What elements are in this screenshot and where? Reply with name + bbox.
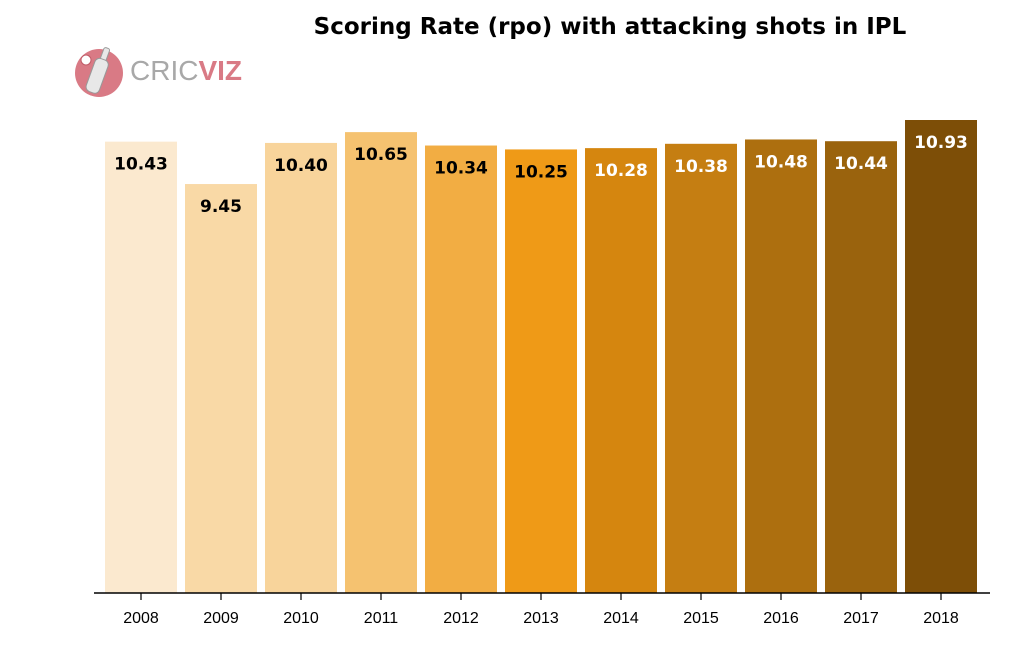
bar-value-label-2014: 10.28 [594, 161, 648, 181]
x-tick-label-2014: 2014 [603, 610, 639, 627]
cricviz-wordmark: CRICVIZ [130, 55, 242, 87]
bar-2008 [105, 141, 177, 593]
x-tick-label-2017: 2017 [843, 610, 879, 627]
bar-value-label-2011: 10.65 [354, 145, 408, 165]
bar-2017 [825, 141, 897, 593]
cricket-bat-ball-icon [75, 47, 123, 97]
x-tick-label-2011: 2011 [364, 610, 399, 627]
bar-2018 [905, 120, 977, 593]
bar-2014 [585, 148, 657, 593]
x-ticks-group: 2008 2009 2010 2011 2012 2013 2014 2015 2016 2017… [123, 593, 959, 627]
bar-value-label-2010: 10.40 [274, 156, 328, 176]
bar-value-label-2017: 10.44 [834, 154, 888, 174]
bar-2010 [265, 142, 337, 593]
chart-title: Scoring Rate (rpo) with attacking shots … [313, 14, 907, 40]
cricviz-logo: CRICVIZ [74, 44, 242, 102]
bar-2013 [505, 149, 577, 594]
bar-value-label-2009: 9.45 [200, 197, 242, 217]
bars-group: 10.43 9.45 10.40 10.65 10.34 10.25 10.28 10.38 1… [105, 120, 977, 594]
wordmark-part2: VIZ [198, 55, 243, 86]
bar-value-label-2008: 10.43 [114, 155, 168, 175]
bar-2009 [185, 184, 257, 593]
bar-2015 [665, 143, 737, 594]
bar-2012 [425, 145, 497, 594]
bar-value-label-2018: 10.93 [914, 133, 968, 153]
wordmark-part1: CRIC [130, 55, 199, 86]
x-tick-label-2012: 2012 [443, 610, 479, 627]
bar-value-label-2013: 10.25 [514, 162, 568, 182]
x-tick-label-2016: 2016 [763, 610, 799, 627]
x-tick-label-2013: 2013 [523, 610, 559, 627]
bar-value-label-2016: 10.48 [754, 152, 808, 172]
x-tick-label-2018: 2018 [923, 610, 959, 627]
bar-value-label-2012: 10.34 [434, 159, 488, 179]
bar-2016 [745, 139, 817, 593]
bar-value-label-2015: 10.38 [674, 157, 728, 177]
x-tick-label-2008: 2008 [123, 610, 159, 627]
x-tick-label-2010: 2010 [283, 610, 319, 627]
bar-2011 [345, 132, 417, 593]
x-tick-label-2015: 2015 [683, 610, 719, 627]
x-tick-label-2009: 2009 [203, 610, 239, 627]
